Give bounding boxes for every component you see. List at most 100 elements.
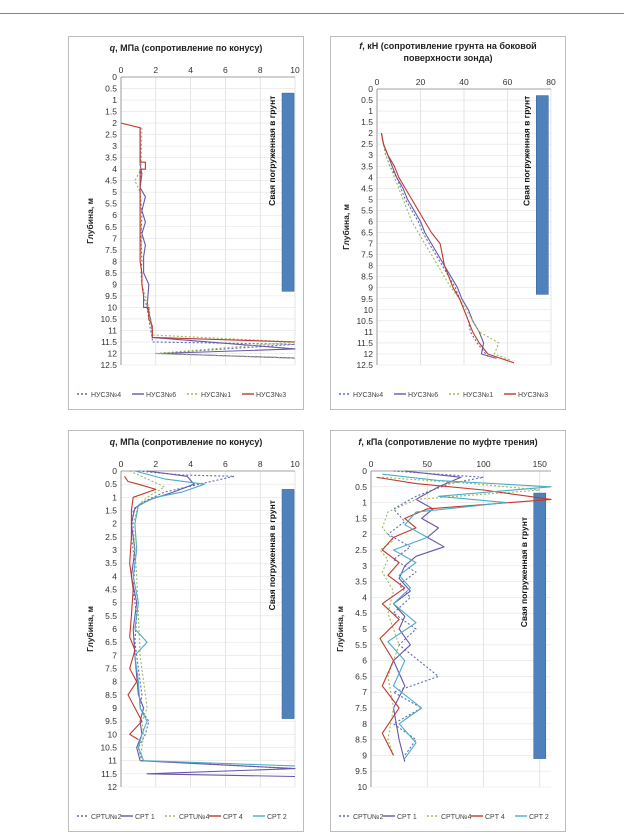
y-tick-label: 8 (112, 677, 117, 687)
y-tick-label: 1 (368, 106, 373, 116)
legend-label: НУСЗ№1 (201, 392, 231, 399)
y-tick-label: 9.5 (361, 294, 373, 304)
y-tick-label: 4.5 (105, 585, 117, 595)
chart-svg: f, кН (сопротивление грунта на боковой по… (339, 41, 556, 399)
y-axis-label: Глубина, м (341, 204, 351, 250)
y-tick-label: 7 (362, 687, 367, 697)
series-line (380, 133, 512, 362)
x-tick-label: 2 (153, 459, 158, 469)
x-tick-label: 6 (223, 65, 228, 75)
y-tick-label: 7 (112, 233, 117, 243)
y-tick-label: 10 (108, 302, 118, 312)
y-tick-label: 3.5 (355, 577, 367, 587)
pile-bar (536, 95, 549, 295)
series-line (382, 473, 552, 759)
legend-label: НУСЗ№4 (353, 392, 383, 399)
series-line (376, 476, 552, 756)
x-tick-label: 20 (416, 77, 426, 87)
series-line (130, 470, 296, 770)
series-line (379, 476, 541, 756)
y-tick-label: 0 (368, 84, 373, 94)
series-line (380, 133, 497, 359)
pile-label: Свая погруженная в грунт (521, 96, 531, 206)
y-tick-label: 2 (112, 118, 117, 128)
y-tick-label: 10 (364, 305, 374, 315)
y-tick-label: 2.5 (105, 532, 117, 542)
y-tick-label: 5 (112, 187, 117, 197)
y-tick-label: 10.5 (356, 316, 373, 326)
y-tick-label: 4.5 (361, 183, 373, 193)
y-tick-label: 1 (112, 492, 117, 502)
x-tick-label: 10 (290, 65, 300, 75)
y-tick-label: 8.5 (361, 272, 373, 282)
y-tick-label: 3 (368, 150, 373, 160)
pile-bar (533, 492, 547, 759)
y-axis-label: Глубина, м (335, 606, 345, 652)
chart-svg: f, кПа (сопротивление по муфте трения) 0 5… (335, 437, 552, 821)
x-tick-label: 2 (153, 65, 158, 75)
y-tick-label: 0.5 (105, 479, 117, 489)
y-tick-label: 1 (362, 498, 367, 508)
y-tick-label: 11.5 (101, 337, 117, 347)
chart-title: q, МПа (сопротивление по конусу) (110, 43, 263, 53)
y-tick-label: 4 (112, 571, 117, 581)
y-tick-label: 11 (108, 756, 117, 766)
x-tick-label: 8 (258, 65, 263, 75)
legend-label: CPTU№4 (179, 814, 210, 821)
y-tick-label: 2 (362, 529, 367, 539)
y-tick-label: 0.5 (355, 482, 367, 492)
y-tick-label: 5.5 (361, 205, 373, 215)
y-tick-label: 6.5 (355, 671, 367, 681)
y-tick-label: 7.5 (105, 245, 117, 255)
y-tick-label: 1.5 (105, 506, 117, 516)
y-tick-label: 6 (112, 624, 117, 634)
y-tick-label: 5 (362, 624, 367, 634)
y-tick-label: 8 (362, 719, 367, 729)
legend-label: CPTU№2 (91, 814, 122, 821)
y-tick-label: 12 (364, 349, 374, 359)
y-tick-label: 2.5 (105, 130, 117, 140)
legend-label: НУСЗ№6 (146, 392, 176, 399)
y-tick-label: 7 (368, 239, 373, 249)
y-tick-label: 4.5 (105, 176, 117, 186)
legend-label: НУСЗ№4 (91, 392, 121, 399)
y-tick-label: 10.5 (100, 314, 117, 324)
x-tick-label: 100 (476, 459, 490, 469)
x-tick-label: 150 (533, 459, 547, 469)
y-tick-label: 12.5 (356, 360, 373, 370)
y-tick-label: 6 (112, 210, 117, 220)
top-rule (0, 13, 624, 14)
chart-title: q, МПа (сопротивление по конусу) (110, 437, 263, 447)
y-tick-label: 11.5 (357, 338, 373, 348)
chart-title: поверхности зонда) (404, 53, 493, 63)
y-tick-label: 11.5 (101, 769, 117, 779)
y-tick-label: 2 (368, 128, 373, 138)
y-tick-label: 6.5 (105, 637, 117, 647)
x-tick-label: 50 (423, 459, 433, 469)
y-tick-label: 3 (362, 561, 367, 571)
y-tick-label: 9 (362, 750, 367, 760)
chart-svg: q, МПа (сопротивление по конусу)0 2 4 6 8 100… (77, 43, 300, 399)
pile-bar (281, 489, 295, 719)
y-axis-label: Глубина, м (85, 198, 95, 244)
y-tick-label: 0.5 (361, 95, 373, 105)
series-line (124, 475, 157, 741)
y-tick-label: 0 (362, 466, 367, 476)
y-tick-label: 4 (368, 172, 373, 182)
y-tick-label: 5 (368, 194, 373, 204)
legend-label: CPT 1 (397, 814, 417, 821)
y-tick-label: 8 (368, 261, 373, 271)
series-line (380, 133, 491, 359)
legend-label: CPT 4 (223, 814, 243, 821)
legend-label: CPTU№4 (441, 814, 472, 821)
y-tick-label: 8 (112, 256, 117, 266)
y-tick-label: 4.5 (355, 608, 367, 618)
y-tick-label: 3 (112, 545, 117, 555)
y-tick-label: 5.5 (355, 640, 367, 650)
legend-label: CPT 2 (267, 814, 287, 821)
series-line (132, 470, 296, 767)
y-tick-label: 12 (108, 782, 118, 792)
pile-label: Свая погруженная в грунт (267, 96, 277, 206)
x-tick-label: 0 (375, 77, 380, 87)
legend-label: НУСЗ№3 (518, 392, 548, 399)
